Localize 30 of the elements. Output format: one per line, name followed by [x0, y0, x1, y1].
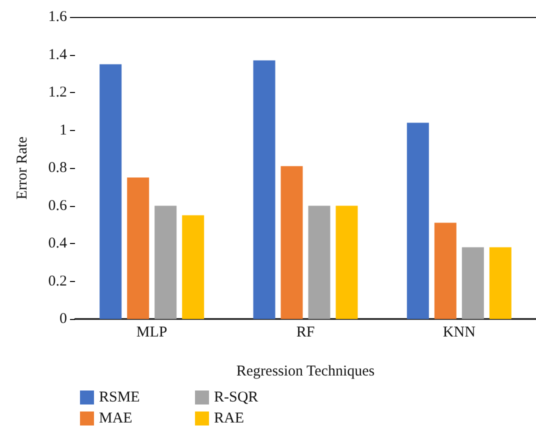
y-tick-label: 1.2	[48, 84, 67, 100]
y-tick-label: 0.8	[48, 160, 67, 176]
x-axis-title: Regression Techniques	[236, 364, 375, 380]
y-tick-label: 0.6	[48, 198, 68, 214]
legend-label: MAE	[99, 410, 132, 426]
bar	[489, 247, 512, 319]
y-tick-label: 1.6	[48, 9, 68, 25]
legend-label: RSME	[99, 390, 140, 406]
x-tick-label: KNN	[442, 324, 476, 340]
legend-label: RAE	[214, 410, 244, 426]
y-tick-label: 0.2	[48, 273, 67, 290]
y-tick-label: 1.4	[48, 46, 68, 63]
bar	[253, 60, 276, 319]
legend-label: R-SQR	[214, 390, 258, 406]
bar	[308, 206, 330, 319]
bar	[280, 166, 303, 319]
bar	[406, 122, 429, 319]
bar	[336, 206, 358, 319]
bar	[462, 247, 484, 319]
x-tick-label: RF	[296, 324, 315, 340]
bar	[154, 206, 177, 319]
x-tick-label: MLP	[136, 324, 168, 340]
bar	[100, 64, 122, 319]
y-axis-title: Error Rate	[14, 136, 30, 200]
bar	[182, 215, 204, 319]
y-tick-label: 0.4	[48, 236, 68, 252]
y-tick-label: 1	[60, 122, 67, 138]
bar	[434, 222, 456, 319]
bar	[127, 177, 150, 319]
y-tick-label: 0	[60, 311, 67, 327]
